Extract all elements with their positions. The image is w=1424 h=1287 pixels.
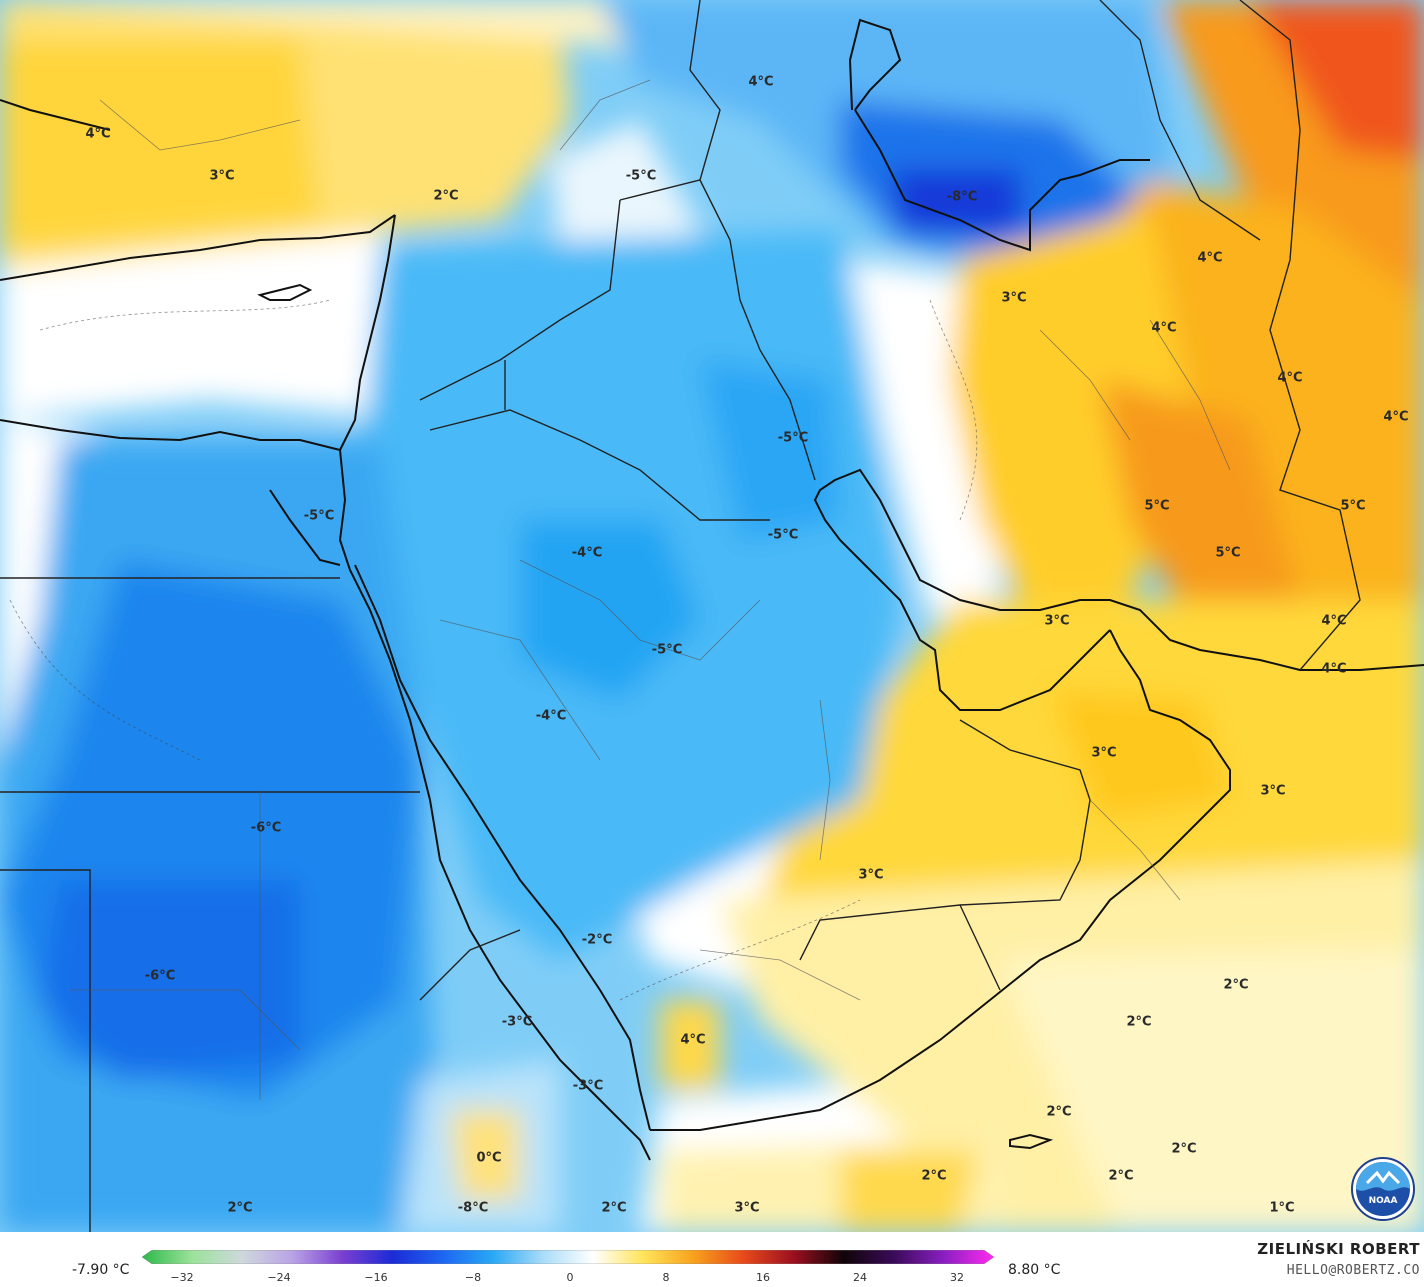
temperature-map: 4°C 3°C 2°C 4°C -5°C -8°C 3°C 4°C 4°C 4°…: [0, 0, 1424, 1232]
colorbar-tick: 32: [950, 1271, 964, 1284]
temp-label: -3°C: [572, 1078, 604, 1094]
temp-label: 4°C: [1321, 613, 1347, 629]
temp-label: 5°C: [1340, 498, 1366, 514]
colorbar-tick: 0: [566, 1271, 574, 1284]
colorbar-tick: −32: [170, 1271, 194, 1284]
isotherm-contours: [9, 299, 978, 1001]
colorbar-tick: 16: [756, 1271, 770, 1284]
country-borders: [0, 0, 1361, 1232]
temp-label: 4°C: [1383, 409, 1409, 425]
noaa-logo-icon: NOAA: [1351, 1157, 1415, 1221]
author-email: HELLO@ROBERTZ.CO: [1286, 1263, 1420, 1278]
admin-borders: [70, 79, 1231, 1100]
temp-label: -5°C: [625, 168, 657, 184]
temp-label: 3°C: [1044, 613, 1070, 629]
coastlines: [0, 18, 1424, 1161]
colorbar-tick: 24: [853, 1271, 867, 1284]
temp-label: -6°C: [250, 820, 282, 836]
temp-label: -5°C: [651, 642, 683, 658]
temp-label: -5°C: [767, 527, 799, 543]
author-credit: ZIELIŃSKI ROBERT: [1257, 1240, 1420, 1258]
temp-label: 4°C: [85, 126, 111, 142]
colorbar-tick: 8: [662, 1271, 670, 1284]
colorbar-tick: −24: [267, 1271, 291, 1284]
temp-label: 3°C: [209, 168, 235, 184]
temp-label: 2°C: [1171, 1141, 1197, 1157]
temp-label: 3°C: [1001, 290, 1027, 306]
temp-label: 3°C: [858, 867, 884, 883]
temp-label: 2°C: [921, 1168, 947, 1184]
temp-label: 2°C: [433, 188, 459, 204]
temp-label: 4°C: [748, 74, 774, 90]
colorbar: [142, 1250, 994, 1264]
temp-label: -4°C: [535, 708, 567, 724]
temp-label: 4°C: [680, 1032, 706, 1048]
temp-label: -8°C: [946, 189, 978, 205]
legend-max-value: 8.80 °C: [1008, 1262, 1061, 1278]
temp-label: 2°C: [1108, 1168, 1134, 1184]
temp-label: 3°C: [1260, 783, 1286, 799]
temp-label: 5°C: [1215, 545, 1241, 561]
temp-label: 2°C: [227, 1200, 253, 1216]
temp-label: 2°C: [1046, 1104, 1072, 1120]
temp-label: 2°C: [1126, 1014, 1152, 1030]
temp-label: -3°C: [501, 1014, 533, 1030]
temp-label: -5°C: [777, 430, 809, 446]
temp-label: -6°C: [144, 968, 176, 984]
legend-min-value: -7.90 °C: [72, 1262, 130, 1278]
temp-label: 3°C: [734, 1200, 760, 1216]
temp-label: 4°C: [1277, 370, 1303, 386]
temp-label: 4°C: [1197, 250, 1223, 266]
temp-label: -4°C: [571, 545, 603, 561]
colorbar-tick: −16: [364, 1271, 388, 1284]
temperature-field: [0, 0, 1424, 1232]
temp-label: 4°C: [1321, 661, 1347, 677]
temp-label: 1°C: [1269, 1200, 1295, 1216]
temp-label: 3°C: [1091, 745, 1117, 761]
temp-label: -5°C: [303, 508, 335, 524]
colorbar-tick: −8: [464, 1271, 482, 1284]
noaa-logo-text: NOAA: [1369, 1196, 1398, 1206]
temp-label: 4°C: [1151, 320, 1177, 336]
temp-label: 2°C: [601, 1200, 627, 1216]
temp-label: -2°C: [581, 932, 613, 948]
temp-label: 2°C: [1223, 977, 1249, 993]
temp-label: -8°C: [457, 1200, 489, 1216]
temp-label: 5°C: [1144, 498, 1170, 514]
temp-label: 0°C: [476, 1150, 502, 1166]
